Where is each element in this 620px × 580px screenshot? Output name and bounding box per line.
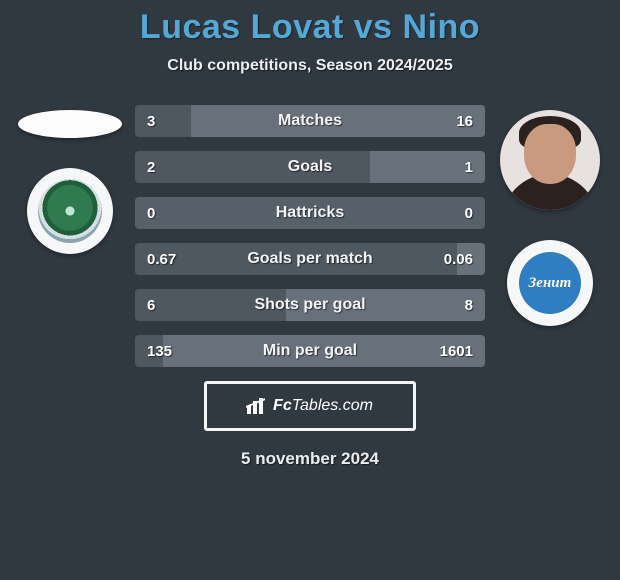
stat-bar-fill-right: [286, 289, 486, 321]
stat-value-right: 0: [453, 197, 485, 229]
stats-bars: 316Matches 21Goals 0 0Hattricks 0.670.06Goal…: [135, 105, 485, 367]
club-emblem-right-icon: Зенит: [519, 252, 581, 314]
stat-bar: 0.670.06Goals per match: [135, 243, 485, 275]
club-badge-right: Зенит: [507, 240, 593, 326]
main-row: 316Matches 21Goals 0 0Hattricks 0.670.06Goal…: [0, 105, 620, 367]
attribution-text: FcTables.com: [273, 397, 373, 415]
stat-bar-fill-left: [135, 151, 370, 183]
stat-bar: 0 0Hattricks: [135, 197, 485, 229]
stat-value-left: 0: [135, 197, 167, 229]
stat-bar-fill-left: [135, 335, 163, 367]
comparison-card: Lucas Lovat vs Nino Club competitions, S…: [0, 0, 620, 469]
stat-bar: 316Matches: [135, 105, 485, 137]
player-photo-right: [500, 110, 600, 210]
page-title: Lucas Lovat vs Nino: [0, 8, 620, 47]
date-label: 5 november 2024: [0, 449, 620, 469]
attribution-rest: Tables.com: [292, 397, 373, 414]
right-player-column: Зенит: [485, 105, 615, 326]
stat-bar: 1351601Min per goal: [135, 335, 485, 367]
stat-bar-fill-right: [370, 151, 486, 183]
stat-bar-fill-right: [163, 335, 485, 367]
club-badge-left: [27, 168, 113, 254]
stat-bar-fill-left: [135, 243, 457, 275]
stat-bar: 21Goals: [135, 151, 485, 183]
attribution-prefix: Fc: [273, 397, 292, 414]
stat-bar: 68Shots per goal: [135, 289, 485, 321]
stat-bar-fill-right: [457, 243, 485, 275]
stat-bar-fill-left: [135, 289, 286, 321]
club-emblem-left-icon: [38, 179, 102, 243]
stat-bar-fill-left: [135, 105, 191, 137]
page-subtitle: Club competitions, Season 2024/2025: [0, 57, 620, 75]
player-photo-left: [18, 110, 122, 138]
stat-bar-fill-right: [191, 105, 485, 137]
bar-chart-icon: [247, 398, 267, 414]
attribution-badge: FcTables.com: [204, 381, 416, 431]
stat-label: Hattricks: [135, 197, 485, 229]
left-player-column: [5, 105, 135, 254]
